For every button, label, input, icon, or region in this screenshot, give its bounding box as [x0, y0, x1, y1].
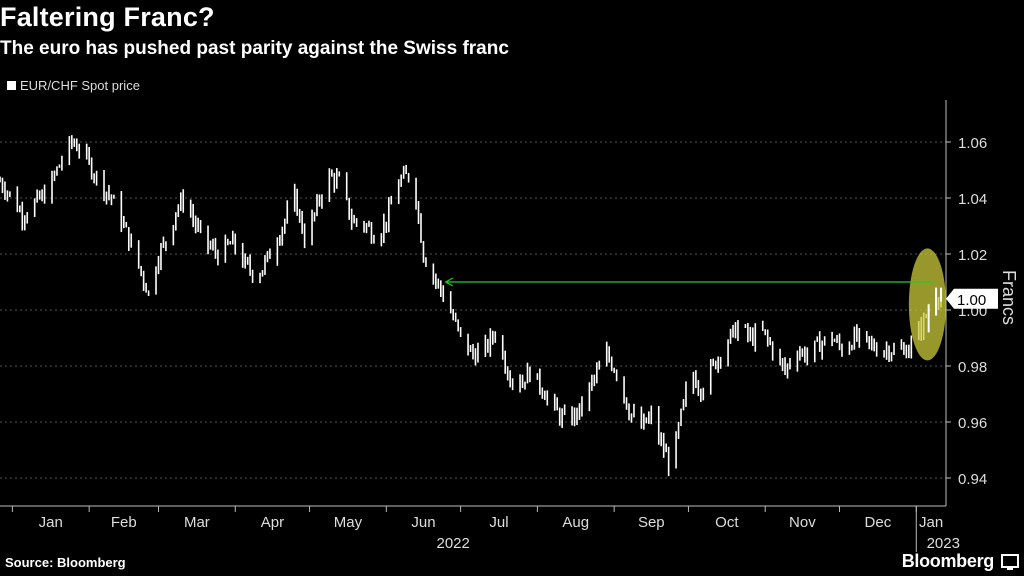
x-tick-label: Mar [184, 514, 210, 531]
last-value-tag [946, 288, 998, 309]
y-tick-label: 0.94 [958, 471, 987, 488]
x-tick-label: Apr [261, 514, 284, 531]
y-axis-title: Francs [999, 270, 1019, 325]
arrow-head [444, 277, 454, 287]
legend-swatch [7, 81, 16, 90]
y-tick-label: 1.02 [958, 247, 987, 264]
x-tick-label: Sep [638, 514, 665, 531]
x-tick-label: May [334, 514, 363, 531]
y-tick-label: 0.96 [958, 415, 987, 432]
legend: EUR/CHF Spot price [7, 78, 140, 93]
legend-label: EUR/CHF Spot price [20, 78, 140, 93]
y-tick-label: 1.04 [958, 191, 987, 208]
last-value-label: 1.00 [957, 292, 986, 309]
x-tick-label: Nov [789, 514, 816, 531]
y-tick-label: 0.98 [958, 359, 987, 376]
x-tick-label: Jun [411, 514, 435, 531]
x-tick-label: Dec [865, 514, 892, 531]
price-series [0, 135, 942, 477]
x-tick-label: Oct [715, 514, 739, 531]
x-tick-label: Jan [919, 514, 943, 531]
chart-subtitle: The euro has pushed past parity against … [0, 38, 509, 59]
highlight-ellipse [908, 248, 946, 361]
x-year-label: 2022 [437, 535, 470, 552]
x-tick-label: Jan [39, 514, 63, 531]
y-tick-label: 1.06 [958, 135, 987, 152]
source-note: Source: Bloomberg [5, 555, 126, 570]
x-tick-label: Feb [111, 514, 137, 531]
x-year-label: 2023 [927, 535, 960, 552]
brand-logo: Bloomberg [901, 551, 995, 571]
x-tick-label: Jul [489, 514, 508, 531]
terminal-icon [1001, 554, 1019, 570]
x-tick-label: Aug [562, 514, 589, 531]
chart-title: Faltering Franc? [0, 2, 215, 32]
